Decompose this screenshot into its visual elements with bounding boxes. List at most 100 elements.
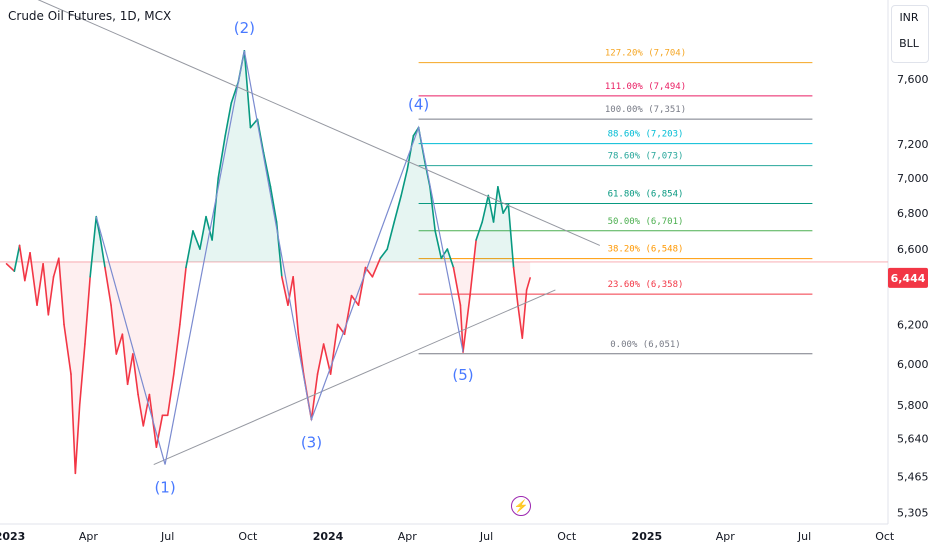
fib-level-label: 100.00% (7,351) [605, 105, 686, 115]
price-segment [243, 49, 252, 129]
up-area-fill [14, 50, 514, 277]
price-segment [287, 276, 294, 306]
price-segment [521, 289, 528, 339]
elliott-wave-label: (5) [452, 366, 473, 384]
time-tick-label: Oct [875, 530, 895, 543]
price-segment [78, 343, 86, 406]
price-segment [179, 266, 187, 326]
elliott-wave-label: (2) [234, 19, 255, 37]
price-segment [142, 393, 151, 427]
time-tick-label: 2024 [313, 530, 344, 543]
price-segment [400, 168, 409, 197]
time-tick-label: 2025 [632, 530, 663, 543]
price-segment [42, 262, 50, 316]
price-segment [475, 221, 484, 241]
price-segment [84, 276, 91, 345]
price-segment [371, 257, 382, 278]
price-segment [469, 239, 477, 297]
price-segment [517, 304, 524, 339]
price-segment [487, 194, 495, 223]
price-segment [99, 239, 106, 269]
price-segment [262, 151, 272, 188]
price-segment [481, 194, 490, 223]
price-segment [115, 333, 124, 355]
time-tick-label: Oct [557, 530, 577, 543]
price-segment [110, 304, 118, 355]
price-tick-label: 6,600 [897, 243, 929, 256]
price-segment [89, 215, 98, 278]
time-tick-label: Jul [797, 530, 811, 543]
time-tick-label: Jul [479, 530, 493, 543]
fib-level-label: 111.00% (7,494) [605, 82, 686, 92]
fib-level-label: 38.20% (6,548) [608, 245, 684, 255]
time-tick-label: 2023 [0, 530, 25, 543]
price-segment [316, 343, 325, 375]
trend-line [37, 0, 601, 246]
fib-level-label: 78.60% (7,073) [608, 152, 684, 162]
price-tick-label: 6,800 [897, 207, 929, 220]
price-segment [137, 393, 145, 427]
last-price-label: 6,444 [891, 272, 926, 285]
last-price-badge [888, 267, 928, 288]
currency-primary-button[interactable]: INR [893, 7, 925, 29]
price-segment [192, 230, 201, 250]
price-segment [434, 230, 443, 260]
price-segment [211, 177, 220, 241]
lightning-icon[interactable]: ⚡ [511, 496, 531, 516]
price-segment [492, 185, 499, 223]
price-segment [185, 230, 194, 269]
price-tick-label: 5,305 [897, 506, 929, 519]
price-segment [166, 373, 175, 417]
price-segment [13, 244, 21, 273]
fib-level-label: 0.00% (6,051) [610, 340, 680, 350]
price-segment [36, 262, 44, 306]
price-segment [29, 251, 38, 306]
price-tick-label: 5,800 [897, 399, 929, 412]
price-segment [462, 294, 471, 353]
price-segment [104, 266, 112, 306]
price-segment [497, 185, 504, 214]
price-segment [525, 277, 531, 291]
fib-level-label: 88.60% (7,203) [608, 130, 684, 140]
elliott-wave-path [95, 50, 464, 465]
time-tick-label: Jul [160, 530, 174, 543]
fib-level-label: 23.60% (6,358) [608, 280, 684, 290]
price-segment [24, 251, 31, 282]
price-segment [18, 244, 26, 282]
price-segment [249, 118, 259, 129]
price-segment [224, 102, 233, 137]
price-segment [393, 194, 402, 223]
price-segment [292, 276, 300, 336]
price-segment [63, 323, 72, 375]
price-segment [452, 266, 462, 306]
price-segment [429, 185, 436, 232]
price-segment [47, 276, 55, 316]
price-segment [205, 215, 213, 241]
fib-level-label: 50.00% (6,701) [608, 217, 684, 227]
price-segment [74, 404, 81, 475]
price-segment [281, 276, 289, 306]
price-segment [440, 248, 449, 260]
elliott-wave-label: (3) [301, 434, 322, 452]
price-segment [297, 333, 305, 375]
chart-title: Crude Oil Futures, 1D, MCX [8, 9, 172, 23]
price-segment [121, 333, 129, 386]
elliott-wave-label: (4) [408, 96, 429, 114]
trend-line [153, 289, 556, 465]
price-segment [132, 353, 139, 396]
price-segment [507, 203, 515, 269]
price-tick-label: 5,465 [897, 471, 929, 484]
time-tick-label: Apr [716, 530, 736, 543]
fib-level-label: 61.80% (6,854) [608, 190, 684, 200]
fib-level-label: 127.20% (7,704) [605, 49, 686, 59]
time-tick-label: Oct [238, 530, 258, 543]
time-tick-label: Apr [79, 530, 99, 543]
price-tick-label: 7,200 [897, 138, 929, 151]
time-tick-label: Apr [398, 530, 418, 543]
currency-secondary-button[interactable]: BLL [893, 33, 925, 55]
price-segment [310, 373, 319, 421]
price-tick-label: 7,600 [897, 73, 929, 86]
price-segment [512, 266, 519, 306]
price-segment [406, 135, 415, 171]
